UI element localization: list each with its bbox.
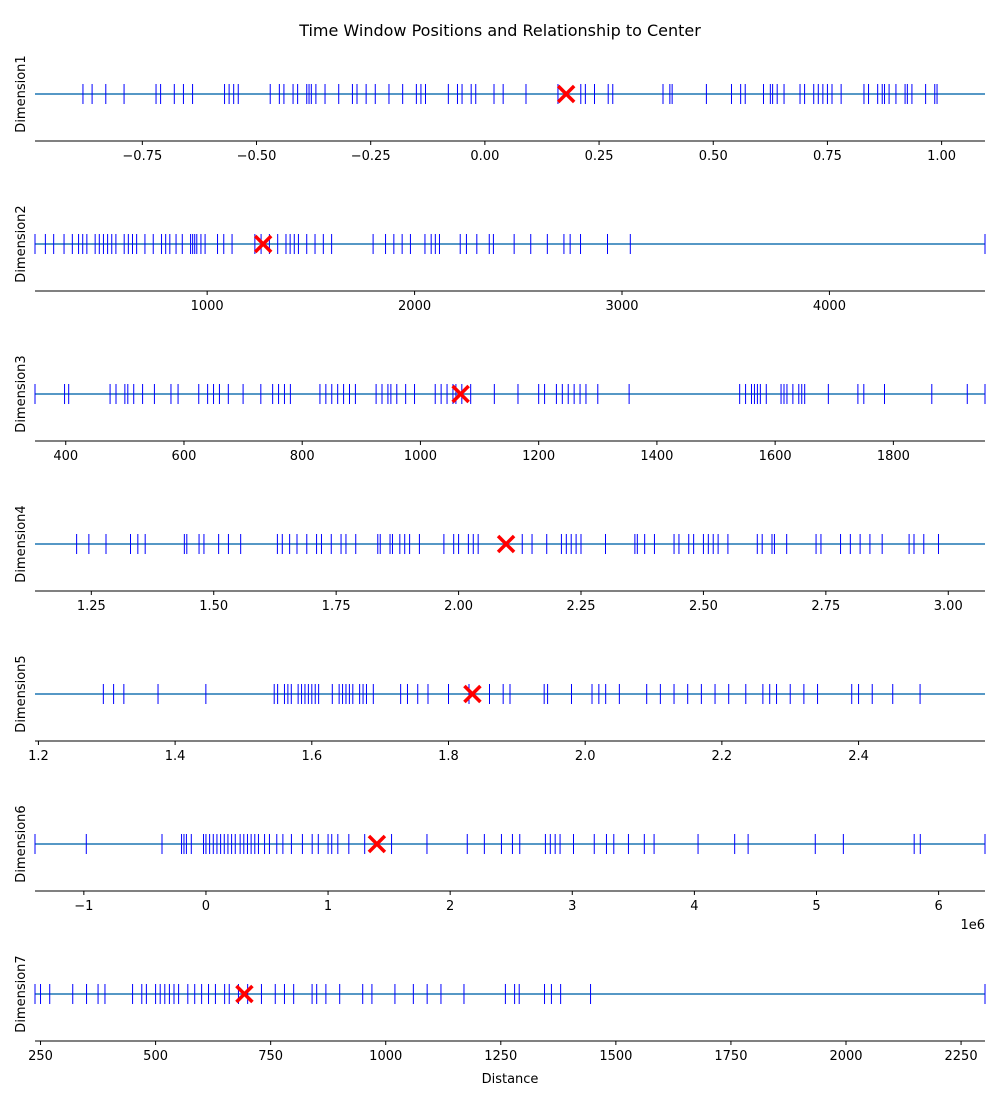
x-tick-label: 800 bbox=[290, 449, 315, 464]
x-tick-label: 1000 bbox=[404, 449, 437, 464]
panel-dimension1: Dimension1 −0.75 −0.50 −0.25 0.00 0.25 0.50 0.7… bbox=[14, 55, 985, 164]
x-tick-label: 1.8 bbox=[438, 749, 459, 764]
x-tick-label: 2.00 bbox=[444, 599, 473, 614]
x-tick-label: 2000 bbox=[829, 1049, 862, 1064]
panel-dimension3: Dimension3 400 600 800 1000 1200 1400 1600 1800 bbox=[14, 355, 986, 464]
panel-dimension6: Dimension6 −1 0 1 2 3 4 5 6 1e6 bbox=[14, 805, 986, 933]
x-tick-label: 3 bbox=[568, 899, 576, 914]
x-tick-label: 5 bbox=[812, 899, 820, 914]
y-axis-label: Dimension2 bbox=[14, 205, 29, 282]
x-tick-label: 1.2 bbox=[28, 749, 49, 764]
x-tick-label: 6 bbox=[934, 899, 942, 914]
x-tick-label: 2000 bbox=[398, 299, 431, 314]
x-tick-label: 1000 bbox=[369, 1049, 402, 1064]
x-tick-label: 2.75 bbox=[811, 599, 840, 614]
panel-dimension5: Dimension5 1.2 1.4 1.6 1.8 2.0 2.2 2.4 bbox=[14, 655, 985, 764]
y-axis-label: Dimension4 bbox=[14, 505, 29, 582]
x-tick-label: 1250 bbox=[484, 1049, 517, 1064]
x-tick-label: 2.4 bbox=[848, 749, 869, 764]
x-tick-label: 1.75 bbox=[322, 599, 351, 614]
x-tick-label: 1.25 bbox=[77, 599, 106, 614]
chart-title: Time Window Positions and Relationship t… bbox=[298, 21, 701, 40]
center-marker-stroke bbox=[556, 84, 576, 104]
y-axis-label: Dimension7 bbox=[14, 955, 29, 1032]
center-marker-stroke bbox=[463, 684, 482, 704]
x-tick-label: −0.50 bbox=[237, 149, 277, 164]
x-tick-label: 2 bbox=[446, 899, 454, 914]
x-tick-label: 3.00 bbox=[934, 599, 963, 614]
x-tick-label: 0.00 bbox=[470, 149, 499, 164]
x-tick-label: 0.25 bbox=[585, 149, 614, 164]
center-marker-stroke bbox=[367, 834, 387, 854]
x-tick-label: 1 bbox=[324, 899, 332, 914]
x-tick-label: 1000 bbox=[191, 299, 224, 314]
x-tick-label: 0.50 bbox=[699, 149, 728, 164]
panels: Dimension1 −0.75 −0.50 −0.25 0.00 0.25 0.50 0.7… bbox=[14, 55, 986, 1064]
x-tick-label: 1750 bbox=[714, 1049, 747, 1064]
x-tick-label: 2.2 bbox=[712, 749, 733, 764]
panel-dimension7: Dimension7 250 500 750 1000 1250 1500 1750 2000 2… bbox=[14, 955, 986, 1064]
x-tick-label: 1.00 bbox=[927, 149, 956, 164]
panel-dimension4: Dimension4 1.25 1.50 1.75 2.00 2.25 2.50 2.75 3.… bbox=[14, 505, 985, 614]
x-tick-label: 250 bbox=[28, 1049, 53, 1064]
x-tick-label: 1200 bbox=[522, 449, 555, 464]
x-tick-label: 2.25 bbox=[567, 599, 596, 614]
x-tick-label: 0.75 bbox=[813, 149, 842, 164]
x-tick-label: 750 bbox=[258, 1049, 283, 1064]
center-marker-stroke bbox=[253, 234, 273, 254]
axis-offset-label: 1e6 bbox=[960, 918, 985, 933]
x-tick-label: 1.6 bbox=[301, 749, 322, 764]
y-axis-label: Dimension1 bbox=[14, 55, 29, 132]
x-tick-label: 0 bbox=[202, 899, 210, 914]
x-tick-label: 4000 bbox=[813, 299, 846, 314]
x-tick-label: −1 bbox=[74, 899, 93, 914]
x-tick-label: 500 bbox=[143, 1049, 168, 1064]
center-marker-stroke bbox=[496, 534, 516, 554]
x-tick-label: 1500 bbox=[599, 1049, 632, 1064]
x-tick-label: −0.25 bbox=[351, 149, 391, 164]
panel-dimension2: Dimension2 1000 2000 3000 4000 bbox=[14, 205, 986, 314]
y-axis-label: Dimension6 bbox=[14, 805, 29, 882]
x-tick-label: 2250 bbox=[945, 1049, 978, 1064]
x-tick-label: 600 bbox=[172, 449, 197, 464]
x-tick-label: 3000 bbox=[605, 299, 638, 314]
x-tick-label: 1400 bbox=[640, 449, 673, 464]
x-tick-label: −0.75 bbox=[122, 149, 162, 164]
x-tick-label: 1.50 bbox=[199, 599, 228, 614]
x-tick-label: 1600 bbox=[759, 449, 792, 464]
x-tick-label: 2.50 bbox=[689, 599, 718, 614]
x-axis-label: Distance bbox=[482, 1072, 539, 1087]
x-tick-label: 1800 bbox=[877, 449, 910, 464]
x-tick-label: 1.4 bbox=[165, 749, 186, 764]
y-axis-label: Dimension5 bbox=[14, 655, 29, 732]
center-marker-stroke bbox=[235, 984, 254, 1004]
x-tick-label: 2.0 bbox=[575, 749, 596, 764]
center-marker-stroke bbox=[451, 384, 470, 404]
y-axis-label: Dimension3 bbox=[14, 355, 29, 432]
x-tick-label: 400 bbox=[53, 449, 78, 464]
x-tick-label: 4 bbox=[690, 899, 698, 914]
